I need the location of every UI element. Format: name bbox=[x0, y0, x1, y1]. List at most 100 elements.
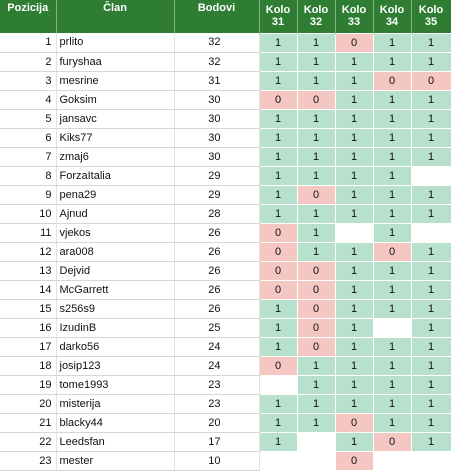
kolo-34-cell[interactable]: 1 bbox=[372, 127, 412, 148]
member-name-cell[interactable]: zmaj6 bbox=[56, 147, 175, 167]
kolo-35-cell[interactable] bbox=[410, 165, 451, 186]
kolo-33-cell[interactable]: 0 bbox=[334, 450, 374, 471]
points-cell[interactable]: 30 bbox=[174, 90, 260, 110]
kolo-33-cell[interactable]: 1 bbox=[334, 393, 374, 414]
member-name-cell[interactable]: mester bbox=[56, 451, 175, 471]
kolo-33-cell[interactable]: 0 bbox=[334, 32, 374, 53]
position-cell[interactable]: 16 bbox=[0, 318, 57, 338]
kolo-32-cell[interactable]: 0 bbox=[296, 298, 336, 319]
position-cell[interactable]: 1 bbox=[0, 33, 57, 53]
member-name-cell[interactable]: josip123 bbox=[56, 356, 175, 376]
kolo-34-cell[interactable]: 1 bbox=[372, 51, 412, 72]
col-header-bodovi[interactable]: Bodovi bbox=[174, 0, 260, 33]
points-cell[interactable]: 10 bbox=[174, 451, 260, 471]
table-row[interactable]: 22 Leedsfan 17 1 1 0 1 bbox=[0, 431, 451, 452]
kolo-32-cell[interactable]: 1 bbox=[296, 412, 336, 433]
kolo-35-cell[interactable]: 1 bbox=[410, 336, 451, 357]
points-cell[interactable]: 26 bbox=[174, 223, 260, 243]
kolo-35-cell[interactable]: 1 bbox=[410, 32, 451, 53]
kolo-33-cell[interactable]: 1 bbox=[334, 146, 374, 167]
kolo-31-cell[interactable] bbox=[258, 374, 298, 395]
kolo-33-cell[interactable]: 1 bbox=[334, 89, 374, 110]
kolo-35-cell[interactable]: 1 bbox=[410, 279, 451, 300]
points-cell[interactable]: 26 bbox=[174, 261, 260, 281]
kolo-32-cell[interactable]: 0 bbox=[296, 336, 336, 357]
position-cell[interactable]: 6 bbox=[0, 128, 57, 148]
kolo-35-cell[interactable]: 1 bbox=[410, 184, 451, 205]
kolo-35-cell[interactable]: 1 bbox=[410, 89, 451, 110]
kolo-31-cell[interactable]: 0 bbox=[258, 241, 298, 262]
member-name-cell[interactable]: pena29 bbox=[56, 185, 175, 205]
col-header-kolo-31[interactable]: Kolo 31 bbox=[259, 0, 298, 33]
kolo-32-cell[interactable]: 1 bbox=[296, 203, 336, 224]
position-cell[interactable]: 7 bbox=[0, 147, 57, 167]
kolo-34-cell[interactable]: 1 bbox=[372, 393, 412, 414]
points-cell[interactable]: 26 bbox=[174, 242, 260, 262]
position-cell[interactable]: 5 bbox=[0, 109, 57, 129]
position-cell[interactable]: 17 bbox=[0, 337, 57, 357]
kolo-33-cell[interactable]: 1 bbox=[334, 279, 374, 300]
position-cell[interactable]: 13 bbox=[0, 261, 57, 281]
table-row[interactable]: 3 mesrine 31 1 1 1 0 0 bbox=[0, 70, 451, 91]
points-cell[interactable]: 26 bbox=[174, 299, 260, 319]
position-cell[interactable]: 18 bbox=[0, 356, 57, 376]
kolo-34-cell[interactable]: 1 bbox=[372, 89, 412, 110]
kolo-34-cell[interactable] bbox=[372, 450, 412, 471]
kolo-31-cell[interactable]: 0 bbox=[258, 222, 298, 243]
points-cell[interactable]: 26 bbox=[174, 280, 260, 300]
kolo-32-cell[interactable]: 1 bbox=[296, 127, 336, 148]
points-cell[interactable]: 30 bbox=[174, 147, 260, 167]
kolo-31-cell[interactable]: 1 bbox=[258, 431, 298, 452]
kolo-31-cell[interactable]: 0 bbox=[258, 89, 298, 110]
table-row[interactable]: 10 Ajnud 28 1 1 1 1 1 bbox=[0, 203, 451, 224]
position-cell[interactable]: 8 bbox=[0, 166, 57, 186]
kolo-33-cell[interactable]: 1 bbox=[334, 431, 374, 452]
position-cell[interactable]: 2 bbox=[0, 52, 57, 72]
kolo-32-cell[interactable]: 1 bbox=[296, 374, 336, 395]
col-header-pozicija[interactable]: Pozicija bbox=[0, 0, 57, 33]
kolo-33-cell[interactable]: 1 bbox=[334, 374, 374, 395]
kolo-31-cell[interactable]: 1 bbox=[258, 393, 298, 414]
kolo-33-cell[interactable]: 1 bbox=[334, 203, 374, 224]
kolo-34-cell[interactable]: 1 bbox=[372, 146, 412, 167]
table-row[interactable]: 23 mester 10 0 bbox=[0, 450, 451, 471]
member-name-cell[interactable]: Goksim bbox=[56, 90, 175, 110]
kolo-31-cell[interactable]: 1 bbox=[258, 317, 298, 338]
kolo-33-cell[interactable]: 1 bbox=[334, 241, 374, 262]
position-cell[interactable]: 19 bbox=[0, 375, 57, 395]
position-cell[interactable]: 20 bbox=[0, 394, 57, 414]
kolo-34-cell[interactable]: 1 bbox=[372, 222, 412, 243]
kolo-33-cell[interactable]: 1 bbox=[334, 298, 374, 319]
kolo-31-cell[interactable]: 1 bbox=[258, 70, 298, 91]
kolo-34-cell[interactable]: 1 bbox=[372, 279, 412, 300]
table-row[interactable]: 7 zmaj6 30 1 1 1 1 1 bbox=[0, 146, 451, 167]
member-name-cell[interactable]: tome1993 bbox=[56, 375, 175, 395]
kolo-32-cell[interactable]: 1 bbox=[296, 51, 336, 72]
table-row[interactable]: 16 IzudinB 25 1 0 1 1 bbox=[0, 317, 451, 338]
points-cell[interactable]: 32 bbox=[174, 33, 260, 53]
kolo-32-cell[interactable]: 1 bbox=[296, 222, 336, 243]
kolo-34-cell[interactable]: 1 bbox=[372, 412, 412, 433]
position-cell[interactable]: 3 bbox=[0, 71, 57, 91]
kolo-35-cell[interactable]: 1 bbox=[410, 431, 451, 452]
points-cell[interactable]: 23 bbox=[174, 394, 260, 414]
member-name-cell[interactable]: vjekos bbox=[56, 223, 175, 243]
kolo-34-cell[interactable]: 1 bbox=[372, 184, 412, 205]
points-cell[interactable]: 25 bbox=[174, 318, 260, 338]
kolo-34-cell[interactable]: 1 bbox=[372, 32, 412, 53]
table-row[interactable]: 6 Kiks77 30 1 1 1 1 1 bbox=[0, 127, 451, 148]
kolo-35-cell[interactable]: 0 bbox=[410, 70, 451, 91]
member-name-cell[interactable]: darko56 bbox=[56, 337, 175, 357]
kolo-35-cell[interactable]: 1 bbox=[410, 241, 451, 262]
kolo-33-cell[interactable]: 1 bbox=[334, 336, 374, 357]
kolo-35-cell[interactable]: 1 bbox=[410, 127, 451, 148]
points-cell[interactable]: 28 bbox=[174, 204, 260, 224]
table-row[interactable]: 15 s256s9 26 1 0 1 1 1 bbox=[0, 298, 451, 319]
kolo-31-cell[interactable]: 1 bbox=[258, 146, 298, 167]
kolo-34-cell[interactable]: 0 bbox=[372, 431, 412, 452]
kolo-31-cell[interactable]: 1 bbox=[258, 127, 298, 148]
member-name-cell[interactable]: Dejvid bbox=[56, 261, 175, 281]
kolo-32-cell[interactable] bbox=[296, 431, 336, 452]
kolo-35-cell[interactable]: 1 bbox=[410, 203, 451, 224]
member-name-cell[interactable]: s256s9 bbox=[56, 299, 175, 319]
